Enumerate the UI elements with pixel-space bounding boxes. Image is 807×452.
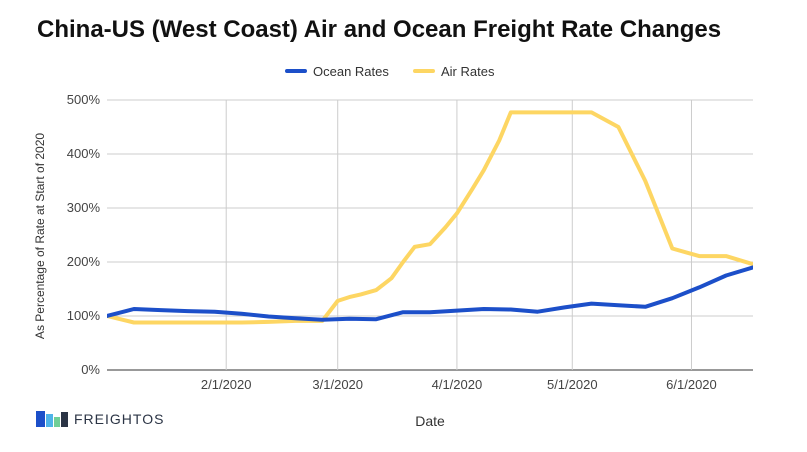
y-axis-title: As Percentage of Rate at Start of 2020 bbox=[33, 133, 47, 339]
series-line-air-rates bbox=[107, 110, 753, 325]
legend-label: Ocean Rates bbox=[313, 64, 389, 79]
freightos-logo-text: FREIGHTOS bbox=[74, 411, 165, 427]
y-tick-label: 500% bbox=[67, 92, 101, 107]
x-tick-label: 6/1/2020 bbox=[666, 377, 717, 392]
legend: Ocean Rates Air Rates bbox=[285, 64, 495, 79]
freightos-logo-icon bbox=[36, 411, 68, 427]
chart-title: China-US (West Coast) Air and Ocean Frei… bbox=[37, 16, 722, 43]
series-layer bbox=[107, 110, 753, 325]
x-tick-label: 5/1/2020 bbox=[547, 377, 598, 392]
x-axis-title: Date bbox=[415, 413, 445, 429]
legend-label: Air Rates bbox=[441, 64, 495, 79]
x-tick-label: 4/1/2020 bbox=[432, 377, 483, 392]
y-tick-label: 100% bbox=[67, 308, 101, 323]
y-tick-labels: 0% 100% 200% 300% 400% 500% bbox=[67, 92, 101, 377]
legend-item-air-rates: Air Rates bbox=[413, 64, 495, 79]
x-tick-label: 2/1/2020 bbox=[201, 377, 252, 392]
legend-item-ocean-rates: Ocean Rates bbox=[285, 64, 389, 79]
x-tick-labels: 2/1/2020 3/1/2020 4/1/2020 5/1/2020 6/1/2020 bbox=[201, 377, 717, 392]
y-tick-label: 200% bbox=[67, 254, 101, 269]
x-tick-label: 3/1/2020 bbox=[312, 377, 363, 392]
series-line-ocean-rates bbox=[107, 265, 753, 322]
y-tick-label: 300% bbox=[67, 200, 101, 215]
y-tick-label: 400% bbox=[67, 146, 101, 161]
freightos-logo: FREIGHTOS bbox=[36, 411, 164, 427]
gridlines bbox=[107, 99, 753, 371]
y-tick-label: 0% bbox=[81, 362, 100, 377]
